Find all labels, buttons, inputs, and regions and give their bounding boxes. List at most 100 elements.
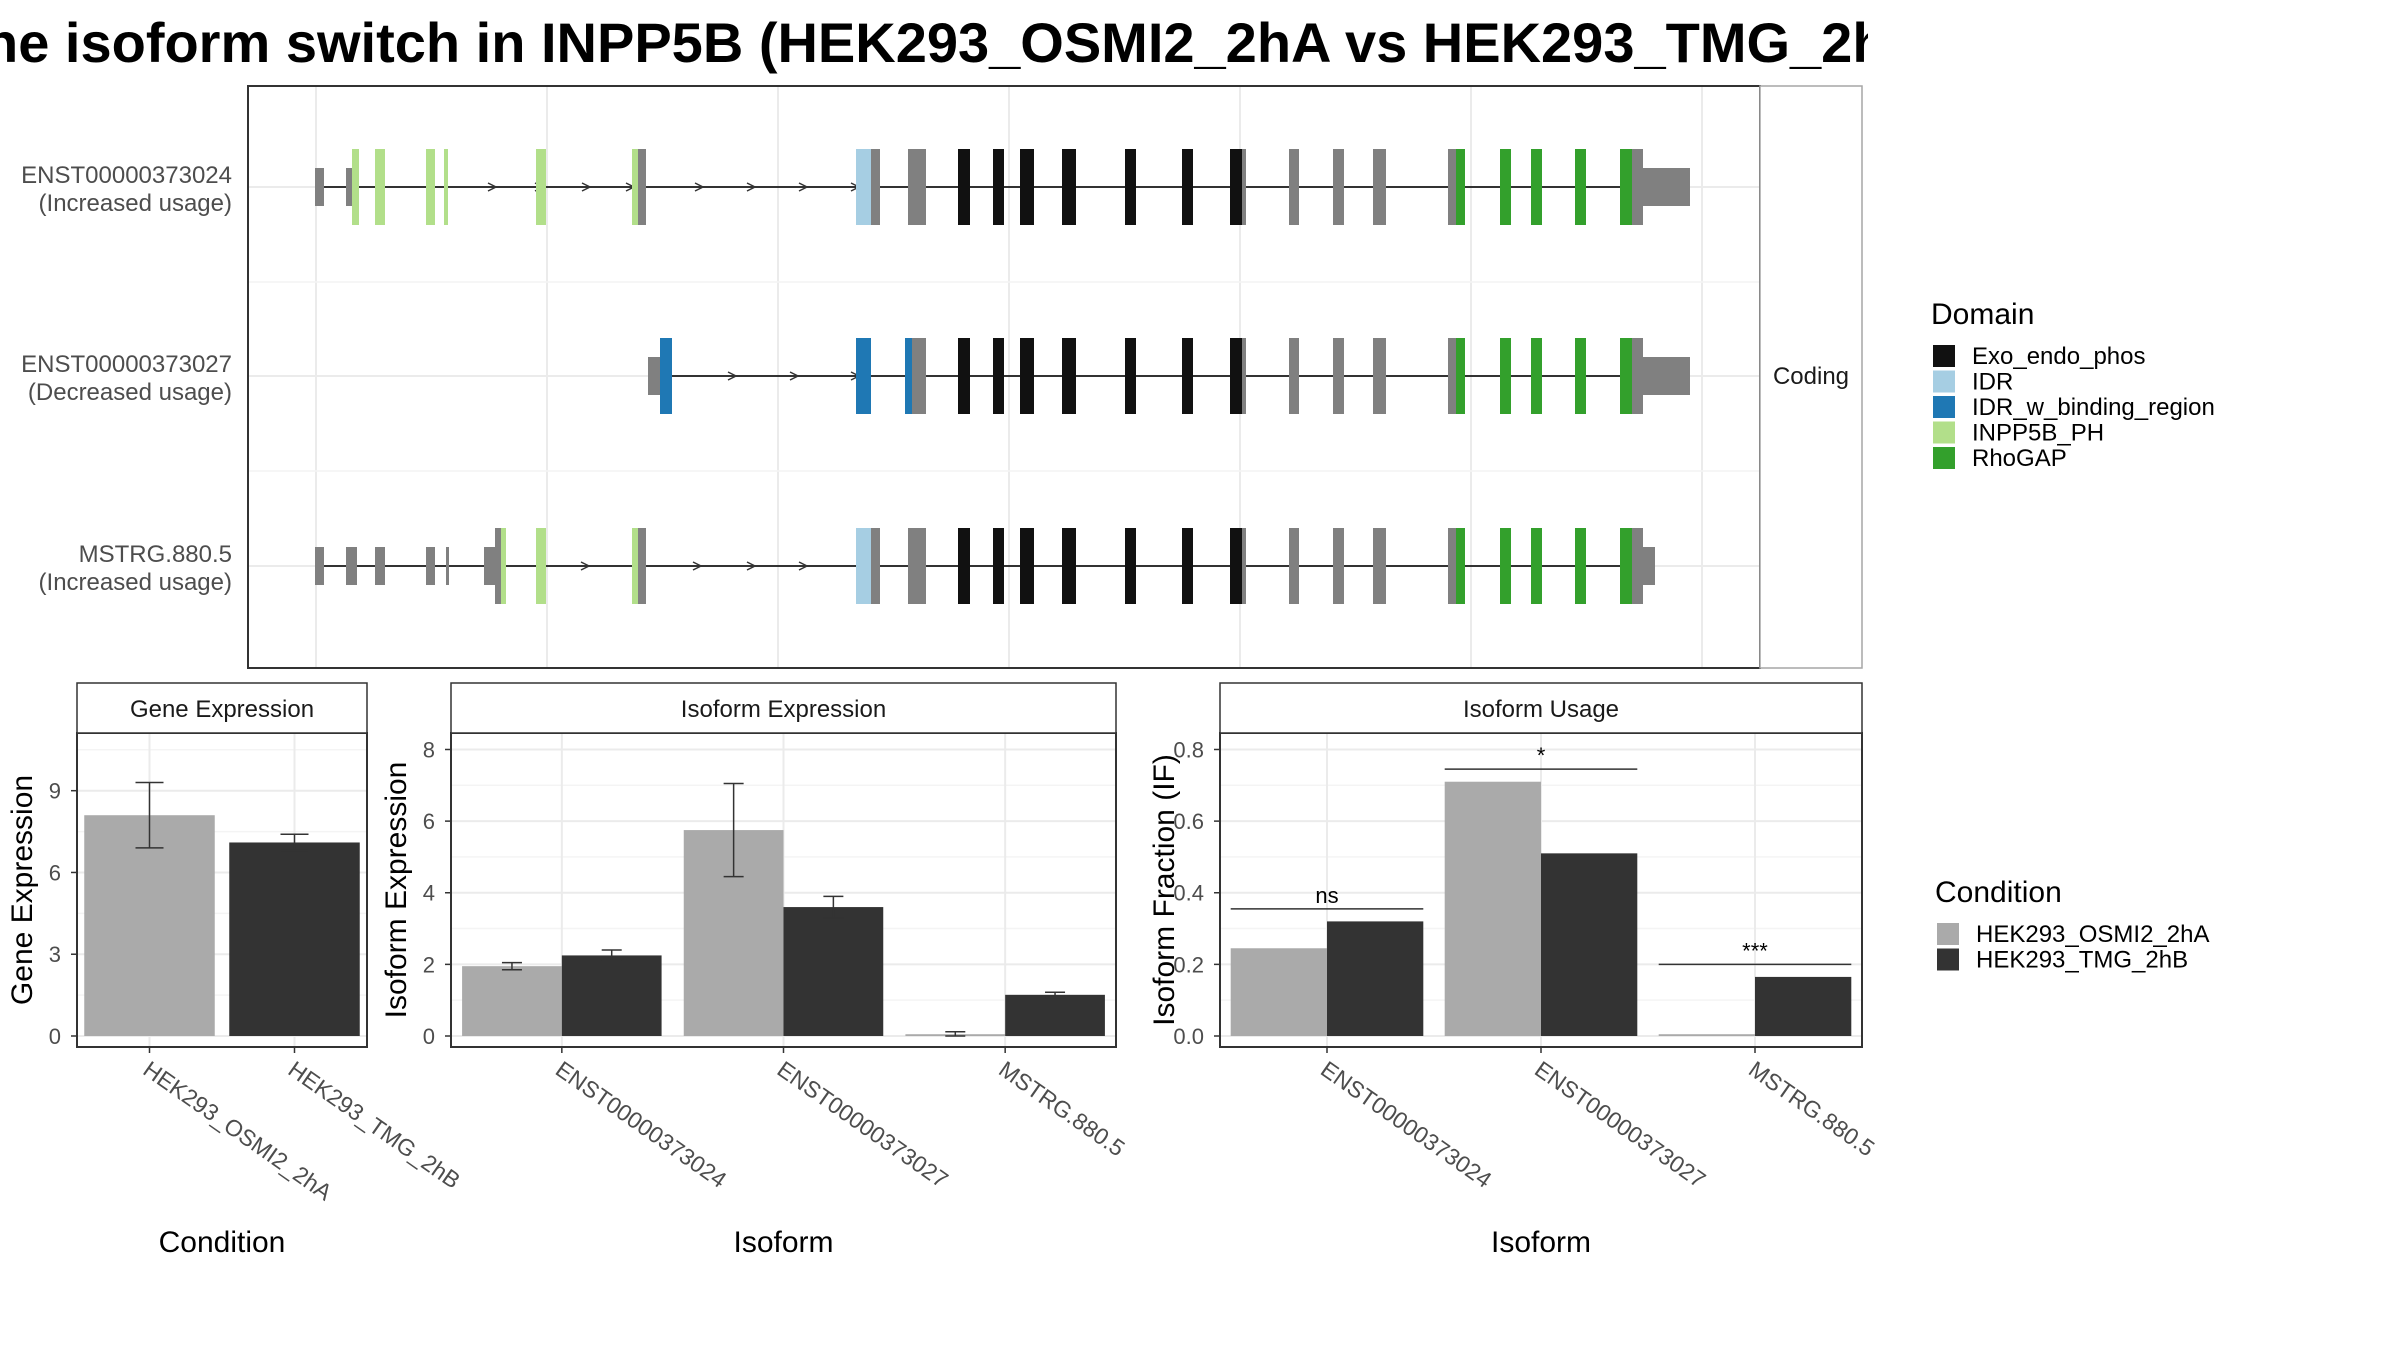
y-tick-label: 0 <box>423 1024 435 1049</box>
strand-arrow <box>580 561 591 571</box>
legend-condition-swatch <box>1937 923 1959 945</box>
exon-block <box>375 149 385 225</box>
exon-block <box>1456 149 1465 225</box>
transcript-usage-label: (Increased usage) <box>39 569 232 596</box>
strand-arrow <box>746 182 757 192</box>
x-tick-label: ENST00000373027 <box>773 1056 953 1193</box>
exon-block <box>1500 338 1511 414</box>
exon-block <box>660 338 672 414</box>
y-tick-label: 6 <box>49 860 61 885</box>
exon-block <box>346 547 357 585</box>
bar <box>1658 1034 1755 1036</box>
exon-block <box>908 528 926 604</box>
exon-block <box>1456 528 1465 604</box>
exon-block <box>1289 149 1299 225</box>
exon-block <box>1182 149 1193 225</box>
transcript-id-label: ENST00000373024 <box>21 162 232 189</box>
exon-block <box>1575 149 1586 225</box>
strand-arrow <box>727 371 738 381</box>
exon-block <box>1333 149 1344 225</box>
exon-block <box>1448 149 1456 225</box>
bar <box>84 815 215 1036</box>
x-tick-label: ENST00000373024 <box>551 1056 732 1193</box>
strand-arrow <box>581 182 592 192</box>
exon-block <box>1125 528 1136 604</box>
exon-block <box>856 338 871 414</box>
utr-block <box>1643 168 1690 206</box>
y-tick-label: 9 <box>49 779 61 804</box>
transcript-usage-label: (Decreased usage) <box>28 379 232 406</box>
exon-block <box>1620 338 1632 414</box>
exon-block <box>958 149 970 225</box>
y-tick-label: 6 <box>423 809 435 834</box>
facet-strip-label: Isoform Usage <box>1463 696 1619 723</box>
strand-arrow <box>692 561 703 571</box>
exon-block <box>1289 338 1299 414</box>
exon-block <box>315 168 324 206</box>
legend-domain-swatch <box>1933 421 1955 444</box>
exon-block <box>1182 528 1193 604</box>
legend-domain-label: IDR <box>1972 369 2013 396</box>
y-tick-label: 0.4 <box>1173 881 1204 906</box>
exon-block <box>993 149 1004 225</box>
legend-domain-label: INPP5B_PH <box>1972 420 2104 447</box>
bar <box>561 955 662 1036</box>
transcript-id-label: ENST00000373027 <box>21 351 232 378</box>
facet-strip-label: Isoform Expression <box>681 696 886 723</box>
x-axis-title: Isoform <box>1491 1226 1591 1259</box>
exon-block <box>908 149 926 225</box>
legend-domain-swatch <box>1933 345 1955 367</box>
strand-arrow <box>798 182 809 192</box>
exon-block <box>1456 338 1465 414</box>
y-tick-label: 0 <box>49 1024 61 1049</box>
chart-panel-2 <box>445 682 1117 1053</box>
exon-block <box>871 149 880 225</box>
transcript-usage-label: (Increased usage) <box>39 190 232 217</box>
exon-block <box>1242 528 1246 604</box>
exon-block <box>1230 338 1242 414</box>
chart-title: he isoform switch in INPP5B (HEK293_OSMI… <box>0 10 1868 75</box>
facet-strip-label: Gene Expression <box>130 696 314 723</box>
exon-block <box>495 528 501 604</box>
exon-block <box>352 149 359 225</box>
significance-label: ns <box>1315 883 1338 908</box>
exon-block <box>1373 528 1386 604</box>
exon-block <box>1531 338 1542 414</box>
legend-domain-title: Domain <box>1931 298 2034 331</box>
exon-block <box>993 528 1004 604</box>
strand-arrow <box>789 371 800 381</box>
exon-block <box>871 528 880 604</box>
y-tick-label: 8 <box>423 737 435 762</box>
exon-block <box>1500 528 1511 604</box>
exon-block <box>1531 528 1542 604</box>
exon-block <box>1230 528 1242 604</box>
significance-label: *** <box>1742 938 1768 963</box>
exon-block <box>1182 338 1193 414</box>
strand-arrow <box>746 561 757 571</box>
exon-block <box>632 149 638 225</box>
y-tick-label: 0.0 <box>1173 1024 1204 1049</box>
strand-arrow <box>798 561 809 571</box>
y-tick-label: 0.6 <box>1173 809 1204 834</box>
exon-block <box>1448 528 1456 604</box>
x-tick-label: ENST00000373024 <box>1316 1056 1497 1193</box>
bar <box>1541 853 1638 1036</box>
chart-panel-1 <box>71 682 368 1053</box>
bar <box>462 966 562 1036</box>
exon-block <box>1020 149 1034 225</box>
bar <box>1327 921 1424 1036</box>
y-axis-title: Isoform Expression <box>380 762 413 1019</box>
exon-block <box>426 547 435 585</box>
exon-block <box>1632 149 1643 225</box>
exon-block <box>1125 338 1136 414</box>
exon-block <box>536 149 546 225</box>
exon-block <box>375 547 385 585</box>
legend-condition-title: Condition <box>1935 876 2062 909</box>
exon-block <box>1242 338 1246 414</box>
exon-block <box>444 149 448 225</box>
transcript-id-label: MSTRG.880.5 <box>79 541 232 568</box>
bar <box>1005 994 1105 1036</box>
y-tick-label: 3 <box>49 942 61 967</box>
y-tick-label: 0.8 <box>1173 737 1204 762</box>
